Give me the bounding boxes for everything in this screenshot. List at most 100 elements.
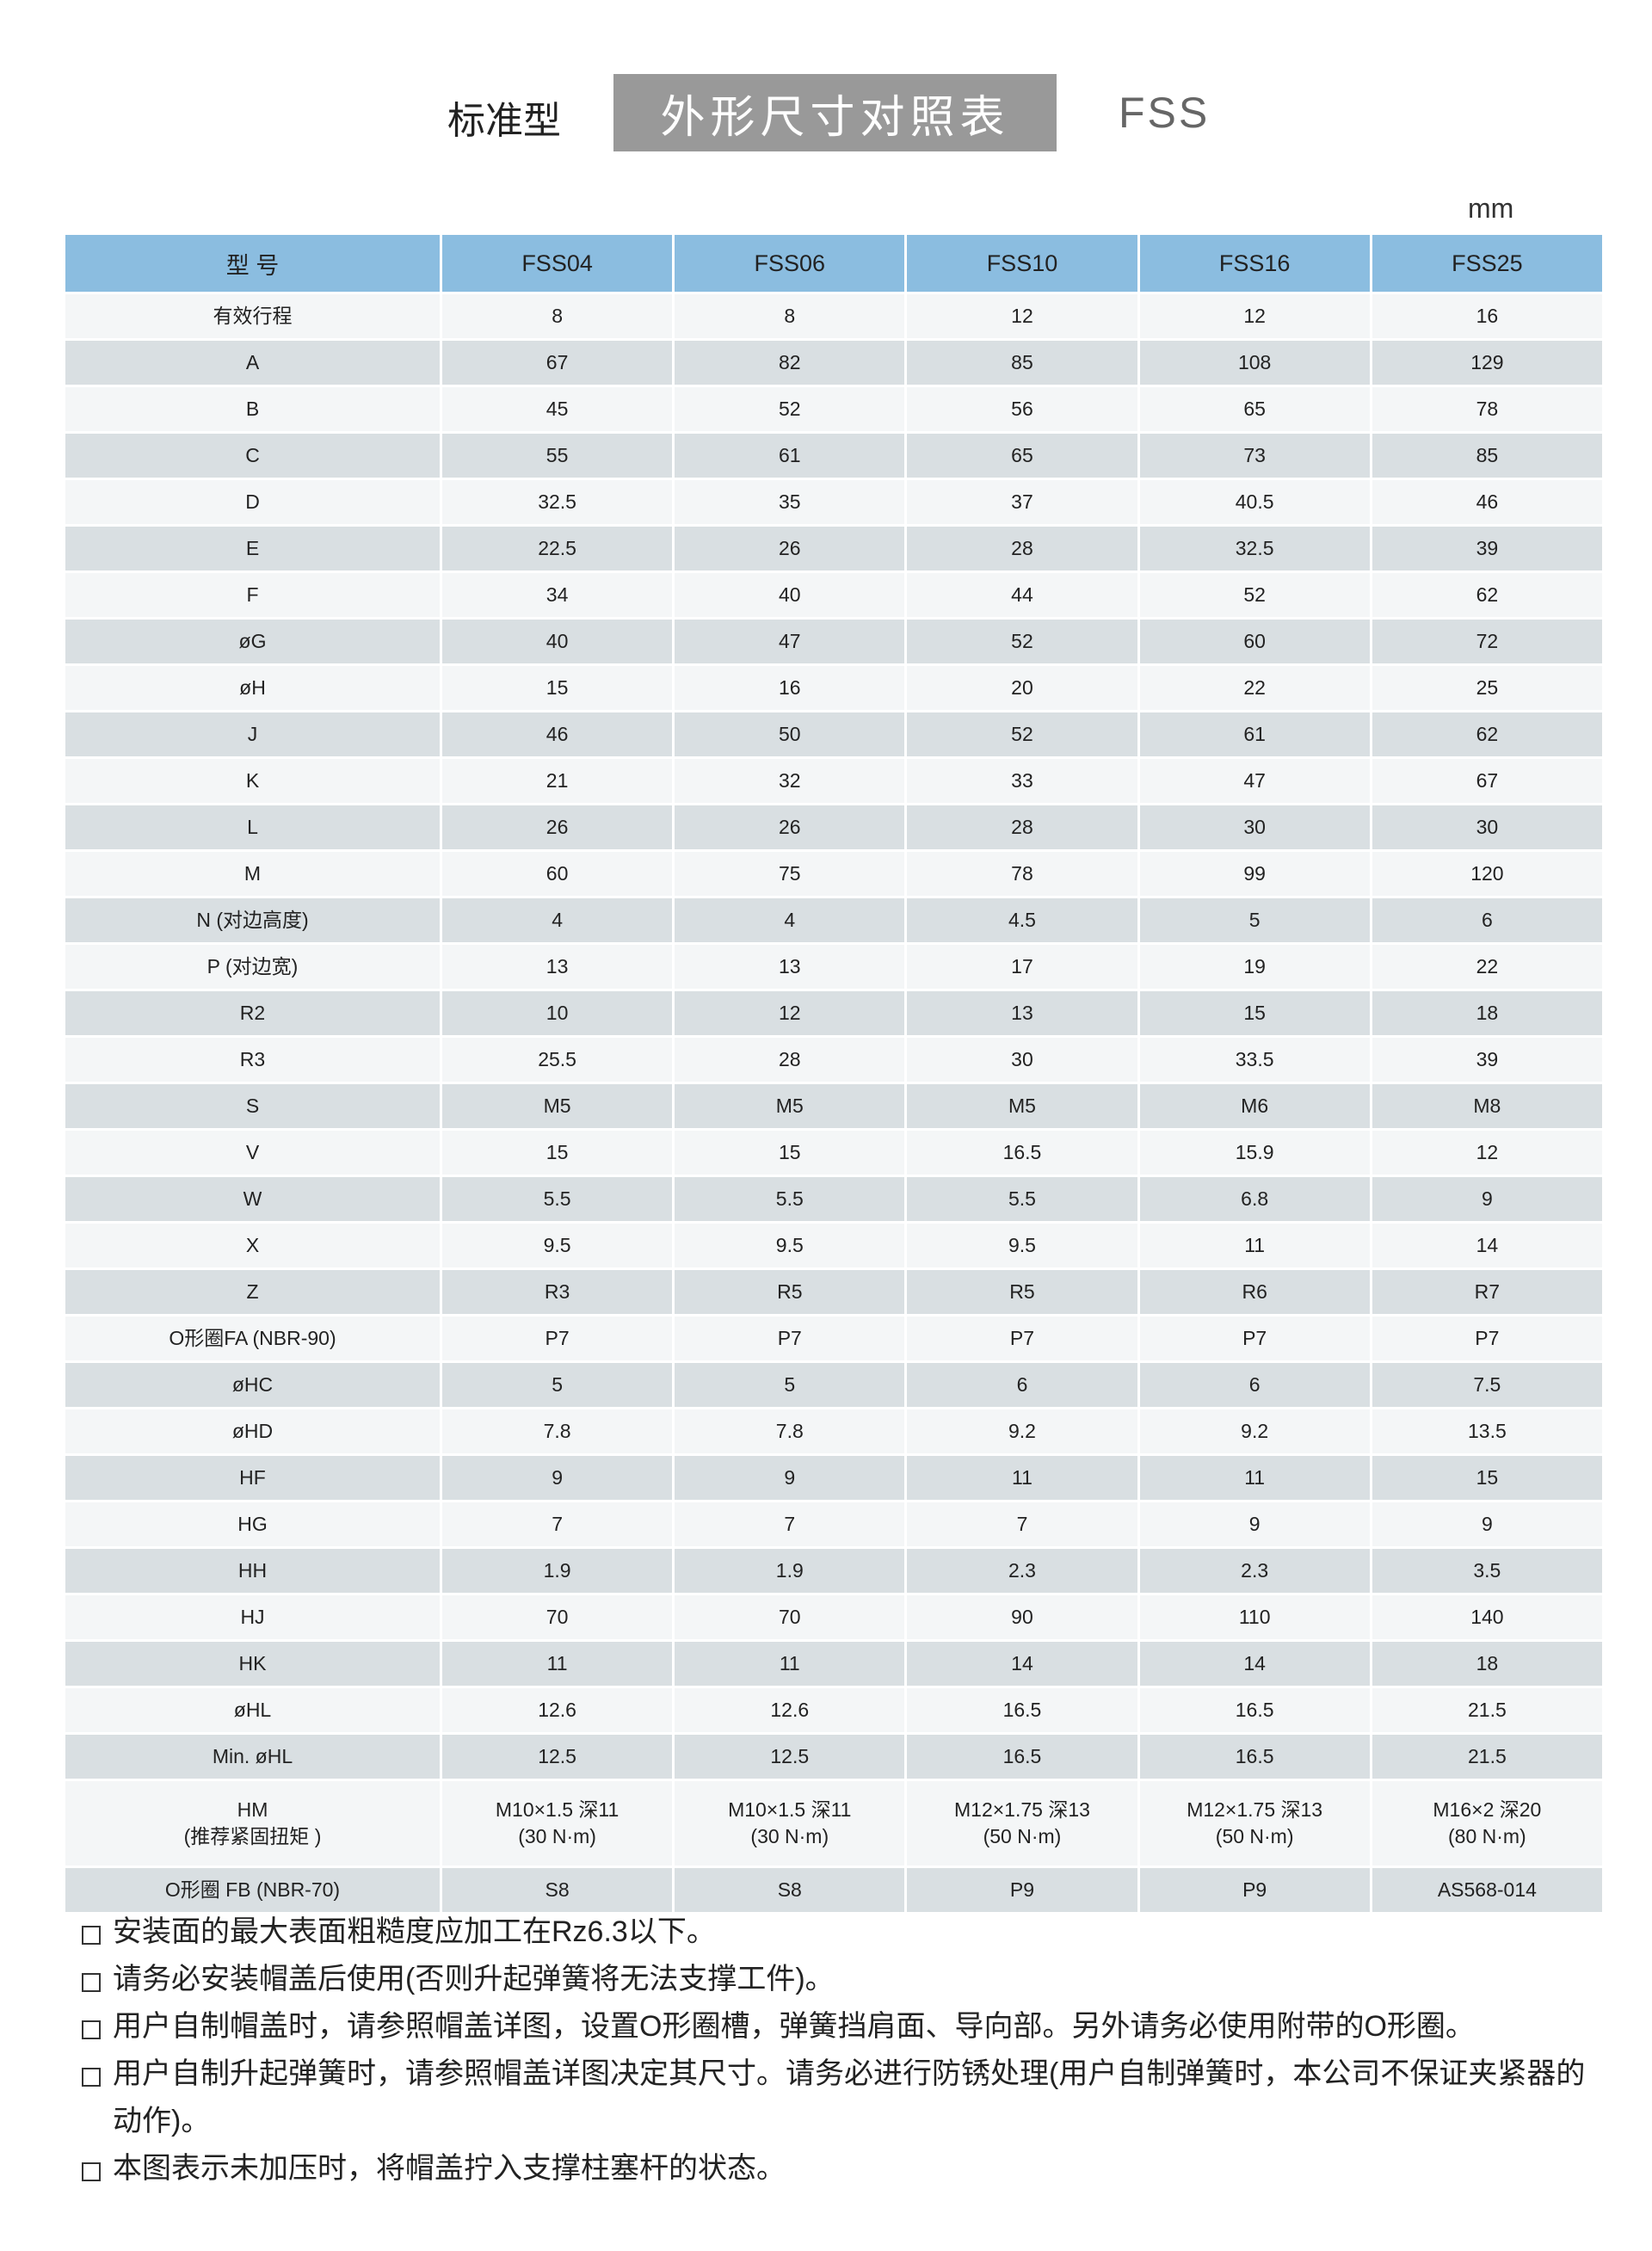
note-text: 用户自制帽盖时，请参照帽盖详图，设置O形圈槽，弹簧挡肩面、导向部。另外请务必使用…	[113, 2010, 1475, 2043]
row-label: D	[65, 480, 440, 524]
thread-spec: M10×1.5 深11	[728, 1798, 852, 1821]
cell-value: 13.5	[1372, 1409, 1602, 1453]
table-row: K 21 32 33 47 67	[65, 759, 1602, 803]
table-row: S M5 M5 M5 M6 M8	[65, 1084, 1602, 1128]
cell-value: 30	[907, 1038, 1137, 1082]
cell-value: 25.5	[442, 1038, 673, 1082]
table-row-oring-fb: O形圈 FB (NBR-70) S8 S8 P9 P9 AS568-014	[65, 1868, 1602, 1912]
cell-value: P9	[907, 1868, 1137, 1912]
cell-value: AS568-014	[1372, 1868, 1602, 1912]
torque: (50 N·m)	[1215, 1825, 1294, 1847]
column-header: FSS16	[1139, 235, 1370, 292]
cell-value: 22	[1372, 945, 1602, 989]
row-label: HF	[65, 1456, 440, 1500]
cell-value: 7.8	[675, 1409, 905, 1453]
table-row: J 46 50 52 61 62	[65, 712, 1602, 756]
table-row: E 22.5 26 28 32.5 39	[65, 527, 1602, 570]
note-text: 请务必安装帽盖后使用(否则升起弹簧将无法支撑工件)。	[113, 1963, 835, 1995]
note-text: 用户自制升起弹簧时，请参照帽盖详图决定其尺寸。请务必进行防锈处理(用户自制弹簧时…	[113, 2057, 1586, 2137]
cell-value: 6	[1139, 1363, 1370, 1407]
cell-value: M5	[442, 1084, 673, 1128]
cell-value: 9	[1139, 1502, 1370, 1546]
row-label: M	[65, 852, 440, 896]
table-row: Z R3 R5 R5 R6 R7	[65, 1270, 1602, 1314]
cell-value: 37	[907, 480, 1137, 524]
cell-value: M10×1.5 深11 (30 N·m)	[442, 1781, 673, 1866]
cell-value: P7	[907, 1317, 1137, 1360]
row-label: V	[65, 1131, 440, 1175]
cell-value: P7	[1372, 1317, 1602, 1360]
row-label: S	[65, 1084, 440, 1128]
row-label: E	[65, 527, 440, 570]
cell-value: 39	[1372, 1038, 1602, 1082]
cell-value: 129	[1372, 341, 1602, 385]
table-row: N (对边高度) 4 4 4.5 5 6	[65, 898, 1602, 942]
cell-value: 9.2	[1139, 1409, 1370, 1453]
cell-value: P7	[442, 1317, 673, 1360]
note-text: 安装面的最大表面粗糙度应加工在Rz6.3以下。	[113, 1915, 716, 1948]
cell-value: 50	[675, 712, 905, 756]
cell-value: 90	[907, 1595, 1137, 1639]
table-row: W 5.5 5.5 5.5 6.8 9	[65, 1177, 1602, 1221]
cell-value: R7	[1372, 1270, 1602, 1314]
title-main: 外形尺寸对照表	[613, 74, 1057, 151]
cell-value: 30	[1139, 805, 1370, 849]
cell-value: 14	[1372, 1224, 1602, 1267]
unit-label: mm	[1468, 193, 1514, 224]
cell-value: M6	[1139, 1084, 1370, 1128]
cell-value: 5.5	[907, 1177, 1137, 1221]
cell-value: 12	[1139, 294, 1370, 338]
cell-value: 46	[442, 712, 673, 756]
table-row: HH 1.9 1.9 2.3 2.3 3.5	[65, 1549, 1602, 1593]
table-row: D 32.5 35 37 40.5 46	[65, 480, 1602, 524]
cell-value: 14	[1139, 1642, 1370, 1686]
row-label: O形圈 FB (NBR-70)	[65, 1868, 440, 1912]
row-label: 有效行程	[65, 294, 440, 338]
dimension-table: 型 号 FSS04 FSS06 FSS10 FSS16 FSS25 有效行程 8 8 12 12 1…	[63, 232, 1605, 1915]
cell-value: 4	[675, 898, 905, 942]
table-row: HK 11 11 14 14 18	[65, 1642, 1602, 1686]
cell-value: 9.5	[907, 1224, 1137, 1267]
cell-value: 11	[675, 1642, 905, 1686]
cell-value: 15	[442, 666, 673, 710]
cell-value: 6	[1372, 898, 1602, 942]
table-row: R2 10 12 13 15 18	[65, 991, 1602, 1035]
row-label: B	[65, 387, 440, 431]
thread-spec: M10×1.5 深11	[495, 1798, 620, 1821]
cell-value: R5	[675, 1270, 905, 1314]
note-item: 本图表示未加压时，将帽盖拧入支撑柱塞杆的状态。	[82, 2145, 1613, 2192]
table-row: L 26 26 28 30 30	[65, 805, 1602, 849]
column-header: FSS04	[442, 235, 673, 292]
cell-value: M16×2 深20 (80 N·m)	[1372, 1781, 1602, 1866]
cell-value: 5	[675, 1363, 905, 1407]
note-item: 用户自制帽盖时，请参照帽盖详图，设置O形圈槽，弹簧挡肩面、导向部。另外请务必使用…	[82, 2003, 1613, 2051]
cell-value: P7	[1139, 1317, 1370, 1360]
cell-value: 1.9	[675, 1549, 905, 1593]
cell-value: 21.5	[1372, 1735, 1602, 1779]
cell-value: 12	[907, 294, 1137, 338]
row-label: P (对边宽)	[65, 945, 440, 989]
table-row: HF 9 9 11 11 15	[65, 1456, 1602, 1500]
note-item: 请务必安装帽盖后使用(否则升起弹簧将无法支撑工件)。	[82, 1956, 1613, 2003]
cell-value: 52	[907, 712, 1137, 756]
cell-value: 2.3	[907, 1549, 1137, 1593]
cell-value: 140	[1372, 1595, 1602, 1639]
cell-value: 70	[675, 1595, 905, 1639]
cell-value: 8	[675, 294, 905, 338]
torque: (30 N·m)	[518, 1825, 596, 1847]
cell-value: 15	[442, 1131, 673, 1175]
row-label: J	[65, 712, 440, 756]
cell-value: 52	[907, 620, 1137, 663]
cell-value: 60	[442, 852, 673, 896]
cell-value: 34	[442, 573, 673, 617]
cell-value: S8	[442, 1868, 673, 1912]
cell-value: 12	[675, 991, 905, 1035]
cell-value: 4	[442, 898, 673, 942]
row-label: HK	[65, 1642, 440, 1686]
cell-value: 33.5	[1139, 1038, 1370, 1082]
cell-value: 21	[442, 759, 673, 803]
table-row: P (对边宽) 13 13 17 19 22	[65, 945, 1602, 989]
cell-value: R3	[442, 1270, 673, 1314]
cell-value: 17	[907, 945, 1137, 989]
cell-value: 18	[1372, 1642, 1602, 1686]
